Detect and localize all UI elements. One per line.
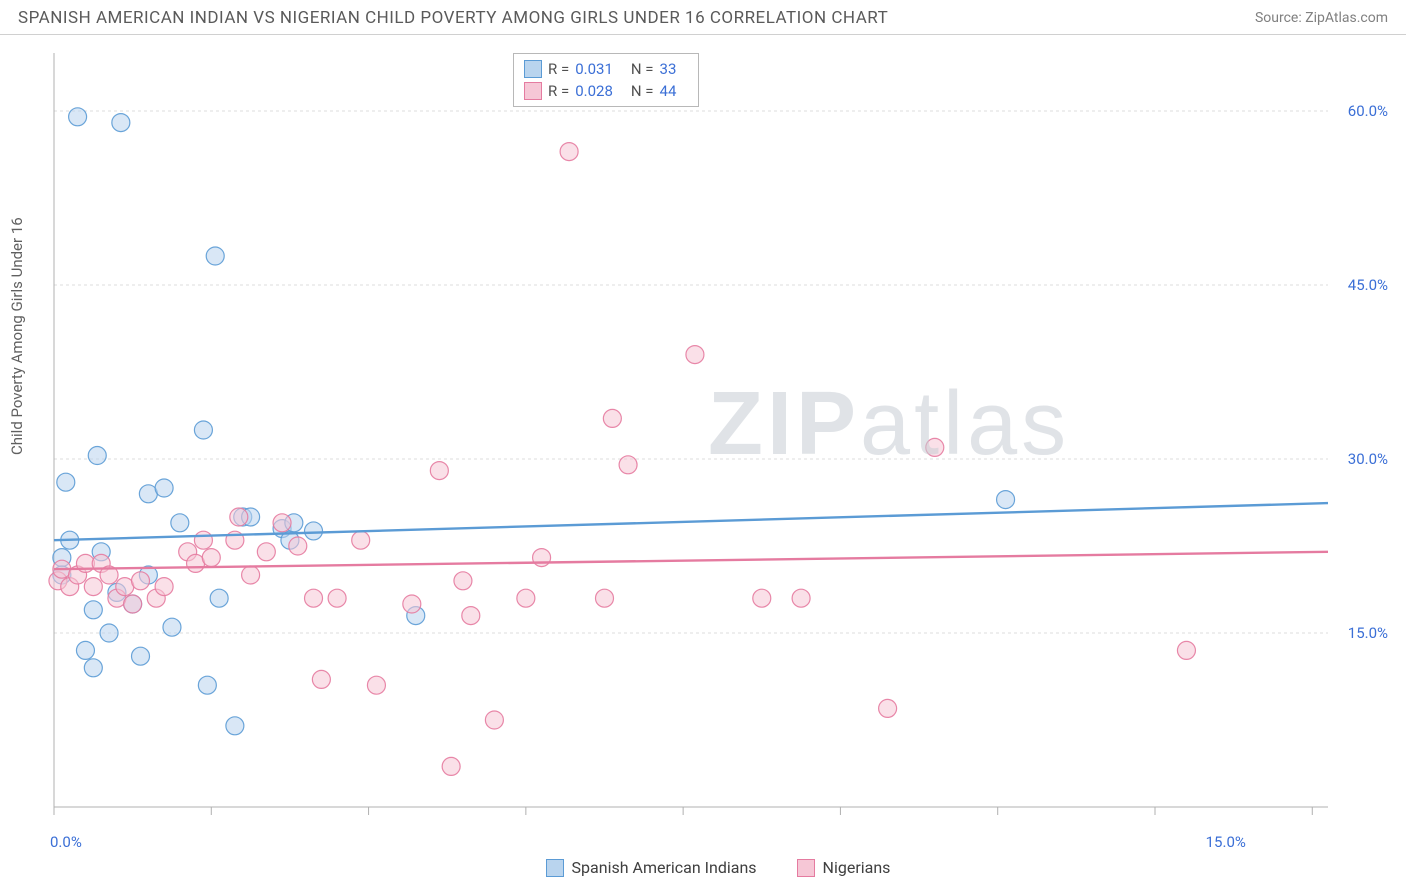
y-tick-label: 45.0%	[1348, 276, 1388, 294]
legend-label: Nigerians	[823, 858, 891, 877]
chart-title: SPANISH AMERICAN INDIAN VS NIGERIAN CHIL…	[18, 8, 888, 28]
correlation-legend: R = 0.031 N = 33 R = 0.028 N = 44	[513, 53, 699, 107]
plot-region: ZIPatlas R = 0.031N = 33R = 0.028N = 44 …	[48, 53, 1388, 823]
legend-label: Spanish American Indians	[572, 858, 757, 877]
n-label: N =	[631, 60, 654, 78]
n-value: 44	[660, 82, 677, 100]
chart-area: Child Poverty Among Girls Under 16 ZIPat…	[0, 35, 1406, 885]
y-tick-label: 15.0%	[1348, 624, 1388, 642]
y-tick-label: 30.0%	[1348, 450, 1388, 468]
scatter-plot-svg	[48, 53, 1388, 823]
x-tick-label: 0.0%	[50, 833, 82, 851]
r-value: 0.031	[575, 60, 613, 78]
legend-swatch	[546, 859, 564, 877]
legend-stat-row: R = 0.028 N = 44	[524, 80, 688, 102]
series-legend: Spanish American Indians Nigerians	[48, 858, 1388, 877]
n-value: 33	[660, 60, 677, 78]
r-label: R =	[548, 60, 569, 78]
y-axis-label: Child Poverty Among Girls Under 16	[8, 217, 26, 455]
legend-swatch	[797, 859, 815, 877]
legend-swatch	[524, 60, 542, 78]
legend-stat-row: R = 0.031 N = 33	[524, 58, 688, 80]
x-tick-label: 15.0%	[1206, 833, 1246, 851]
n-label: N =	[631, 82, 654, 100]
legend-item: Spanish American Indians	[546, 858, 757, 877]
y-tick-label: 60.0%	[1348, 102, 1388, 120]
legend-item: Nigerians	[797, 858, 891, 877]
r-value: 0.028	[575, 82, 613, 100]
source-attribution: Source: ZipAtlas.com	[1255, 10, 1388, 26]
r-label: R =	[548, 82, 569, 100]
legend-swatch	[524, 82, 542, 100]
header: SPANISH AMERICAN INDIAN VS NIGERIAN CHIL…	[0, 0, 1406, 35]
